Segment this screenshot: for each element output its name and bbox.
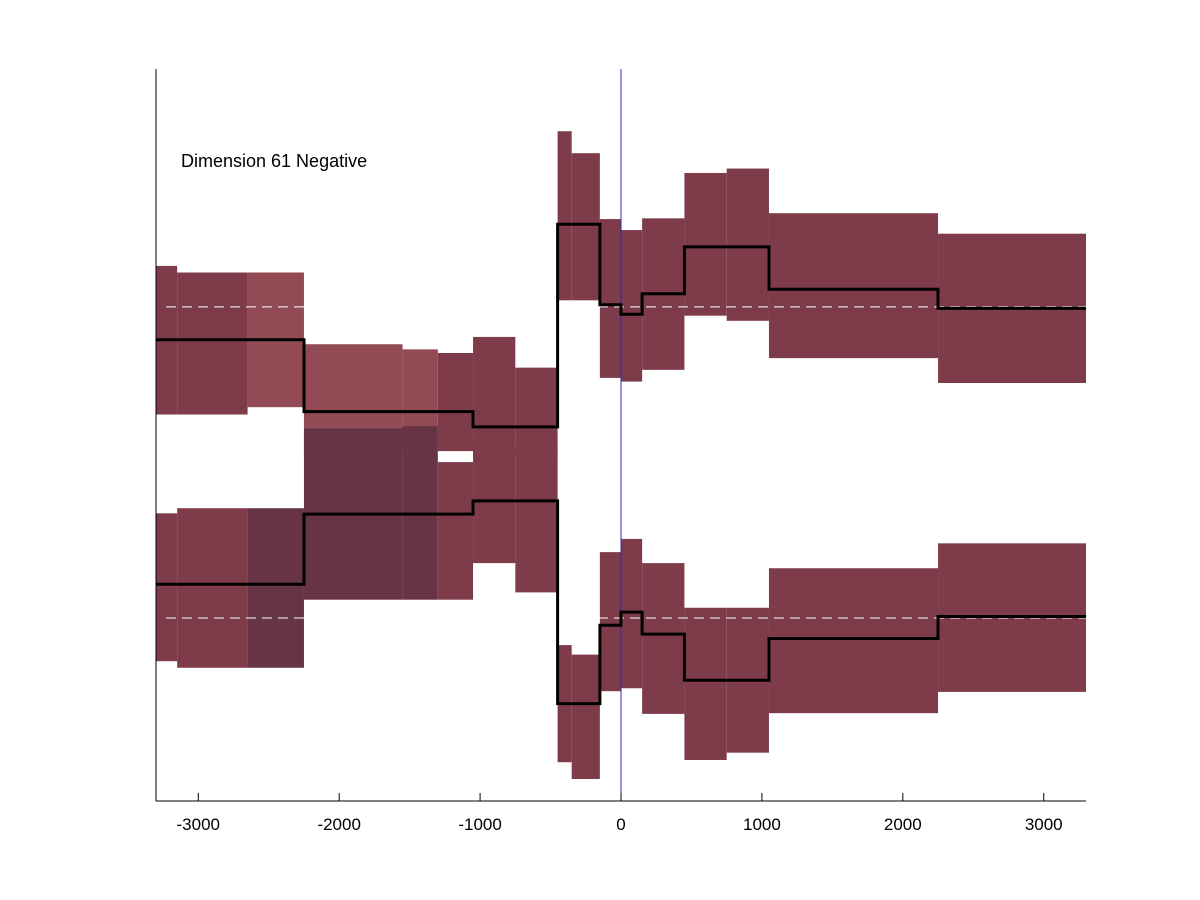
band-series-2-segment-13 — [642, 563, 685, 714]
band-series-1-segment-16 — [768, 213, 939, 359]
band-series-1-segment-12 — [621, 230, 643, 382]
reference-lines — [166, 306, 1086, 619]
band-series-2-segment-8 — [515, 445, 558, 593]
band-series-1-segment-6 — [437, 353, 474, 452]
chart-annotation: Dimension 61 Negative — [181, 151, 367, 171]
band-series-1-segment-8 — [515, 367, 558, 459]
band-series-1-segment-10 — [571, 153, 600, 301]
band-series-1-segment-14 — [684, 172, 727, 316]
band-series-2-segment-12 — [621, 538, 643, 689]
x-tick-label: 3000 — [1025, 815, 1063, 834]
x-tick-label: -2000 — [317, 815, 360, 834]
band-series-1-segment-11 — [599, 219, 621, 378]
band-series-2-segment-14 — [684, 607, 727, 761]
x-tick-label: -1000 — [458, 815, 501, 834]
x-tick-label: -3000 — [177, 815, 220, 834]
band-series-2-segment-10 — [571, 654, 600, 780]
band-series-1-segment-9 — [557, 131, 572, 301]
series-lines — [156, 222, 1086, 706]
x-axis-ticks: -3000 -2000 -1000 0 1000 2000 3000 — [177, 793, 1063, 834]
x-tick-label: 0 — [616, 815, 625, 834]
x-tick-label: 1000 — [743, 815, 781, 834]
series-line-2 — [156, 499, 1086, 706]
axes: -3000 -2000 -1000 0 1000 2000 3000 — [155, 69, 1086, 834]
band-series-1-segment-15 — [726, 168, 769, 321]
band-series-2-segment-11 — [599, 552, 621, 692]
band-series-2-segment-7 — [473, 445, 516, 564]
band-series-2-segment-6 — [437, 462, 474, 600]
x-tick-label: 2000 — [884, 815, 922, 834]
band-series-2-segment-16 — [768, 568, 939, 714]
band-series-2-segment-1 — [156, 513, 178, 662]
band-series-2-segment-3 — [247, 508, 304, 668]
band-series-1-segment-2 — [177, 272, 248, 415]
band-series-1-segment-7 — [473, 336, 516, 459]
band-series-2-segment-2 — [177, 508, 248, 668]
series-line-1 — [156, 222, 1086, 429]
